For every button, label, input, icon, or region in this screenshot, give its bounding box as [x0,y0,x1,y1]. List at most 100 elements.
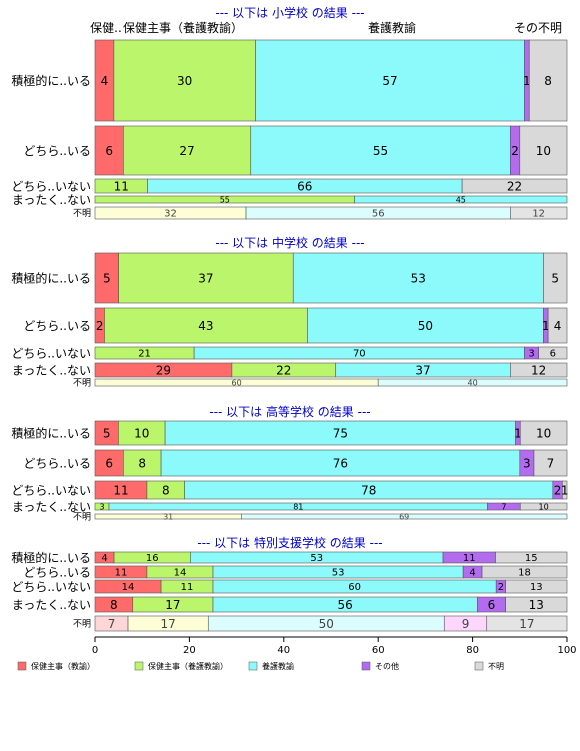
bar-segment [533,449,568,477]
x-tick-label: 80 [466,645,479,656]
data-label: 10 [536,426,551,440]
data-label: 18 [518,568,531,579]
data-label: 4 [101,74,109,88]
row-label: どちら..いる [23,319,91,333]
data-label: 1 [514,426,522,440]
data-label: 3 [99,502,104,511]
bar-segment [292,252,544,304]
data-label: 4 [101,553,107,564]
data-label: 37 [415,363,430,377]
row-label: どちら..いない [11,180,91,194]
data-label: 8 [138,456,146,470]
bar-segment [505,579,568,594]
data-label: 17 [519,617,534,631]
data-label: 11 [463,553,476,564]
data-label: 50 [418,319,433,333]
column-header-label: 養護教諭 [368,20,416,35]
row-label: どちら..いない [11,580,91,594]
x-tick-label: 40 [277,645,290,656]
data-label: 13 [530,582,543,593]
row-label: 積極的に..いる [11,73,91,88]
bar-segment [377,378,568,387]
data-label: 6 [105,144,113,158]
data-label: 11 [181,582,194,593]
row-label: どちら..いない [11,347,91,361]
data-label: 8 [110,598,118,612]
legend-label: 保健主事（教諭） [31,661,95,671]
data-label: 2 [498,582,504,593]
data-label: 40 [468,378,478,387]
row-label: まったく..ない [12,500,91,514]
data-label: 1 [561,483,569,497]
data-label: 37 [198,271,213,285]
x-tick-label: 100 [557,645,576,656]
data-label: 4 [469,568,475,579]
column-header-label: 保健.. [90,21,122,35]
bar-segment [118,252,294,304]
data-label: 50 [319,617,334,631]
row-label: 積極的に..いる [11,550,91,565]
bar-segment [543,252,568,304]
data-label: 81 [293,502,303,511]
data-label: 22 [507,179,522,193]
data-label: 8 [544,74,552,88]
data-label: 15 [525,553,538,564]
row-label: どちら..いる [23,144,91,158]
bar-segment [307,307,544,344]
bar-segment [461,178,568,194]
panel-title: --- 以下は 特別支援学校 の結果 --- [197,535,382,550]
bar-segment [94,449,124,477]
data-label: 55 [373,144,388,158]
legend-swatch [474,661,484,671]
column-header-label: その不明 [514,21,562,35]
data-label: 60 [348,582,361,593]
bar-segment [561,480,568,500]
data-label: 6 [550,349,556,360]
data-label: 31 [163,512,173,521]
bar-segment [123,125,252,176]
data-label: 57 [382,74,397,88]
data-label: 7 [108,617,116,631]
bar-segment [113,39,256,122]
data-label: 13 [529,598,544,612]
bar-segment [164,420,516,446]
data-label: 17 [165,598,180,612]
bar-segment [510,206,568,220]
row-label: どちら..いない [11,484,91,498]
data-label: 9 [462,617,470,631]
legend-swatch [248,661,258,671]
data-label: 30 [177,74,192,88]
row-label: どちら..いる [23,457,91,471]
data-label: 21 [138,349,151,360]
data-label: 5 [103,426,111,440]
x-tick-label: 20 [183,645,196,656]
x-tick-label: 0 [92,645,98,656]
data-label: 2 [511,144,519,158]
legend-label: その他 [375,661,399,671]
data-label: 70 [353,349,366,360]
panel-title: --- 以下は 小学校 の結果 --- [215,5,364,20]
bar-segment [255,39,525,122]
data-label: 17 [161,617,176,631]
bar-segment [250,125,511,176]
bar-segment [486,615,568,632]
bar-segment [519,125,568,176]
data-label: 11 [115,568,128,579]
data-label: 53 [310,553,323,564]
data-label: 3 [523,456,531,470]
data-label: 76 [333,456,348,470]
bar-segment [519,502,568,511]
column-header-label: 保健主事（養護教諭） [123,20,243,35]
row-label: まったく..ない [12,598,91,612]
data-label: 32 [164,209,177,220]
row-label: 積極的に..いる [11,426,91,441]
legend-label: 養護教諭 [262,661,294,671]
data-label: 27 [179,144,194,158]
bar-segment [519,420,568,446]
bar-segment [481,565,568,579]
bar-segment [547,307,568,344]
data-label: 1 [523,74,531,88]
data-label: 16 [146,553,159,564]
data-label: 1 [542,319,550,333]
